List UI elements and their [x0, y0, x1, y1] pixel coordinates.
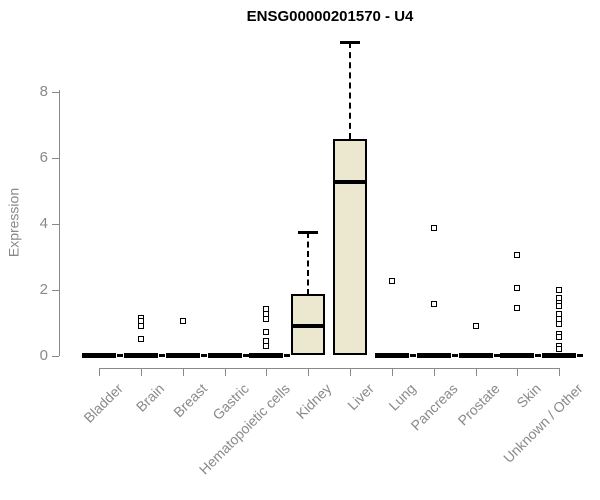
box-liver: [333, 139, 367, 355]
x-category-label: Bladder: [80, 380, 126, 426]
y-tick: [52, 158, 59, 159]
y-tick-label: 0: [39, 347, 48, 364]
collapsed-bar-tail-breast: [201, 354, 207, 357]
x-tick: [225, 368, 226, 376]
collapsed-bar-tail-lung: [410, 354, 416, 357]
collapsed-bar-tail-pancreas: [452, 354, 458, 357]
outlier-point: [431, 301, 437, 307]
collapsed-bar-tail-hematopoietic-cells: [284, 354, 290, 357]
x-tick: [266, 368, 267, 376]
collapsed-bar-lung: [375, 353, 409, 358]
x-category-label: Liver: [343, 380, 377, 414]
collapsed-bar-prostate: [459, 353, 493, 358]
collapsed-bar-tail-bladder: [117, 354, 123, 357]
x-category-label: Skin: [513, 380, 544, 411]
collapsed-bar-brain: [124, 353, 158, 358]
whisker-kidney: [307, 232, 309, 295]
outlier-point: [556, 287, 562, 293]
x-tick: [434, 368, 435, 376]
chart-title: ENSG00000201570 - U4: [246, 8, 414, 25]
outlier-point: [556, 346, 562, 352]
x-tick: [183, 368, 184, 376]
outlier-point: [138, 323, 144, 329]
collapsed-bar-skin: [500, 353, 534, 358]
median-line-liver: [333, 180, 367, 184]
collapsed-bar-bladder: [82, 353, 116, 358]
outlier-point: [514, 252, 520, 258]
y-tick: [52, 290, 59, 291]
outlier-point: [263, 329, 269, 335]
collapsed-bar-unknown-other: [542, 353, 576, 358]
x-tick: [99, 368, 100, 376]
outlier-point: [514, 305, 520, 311]
collapsed-bar-tail-brain: [159, 354, 165, 357]
whisker-liver: [349, 42, 351, 139]
y-tick: [52, 92, 59, 93]
collapsed-bar-tail-unknown-other: [577, 354, 583, 357]
y-tick-label: 2: [39, 281, 48, 298]
collapsed-bar-breast: [166, 353, 200, 358]
outlier-point: [138, 336, 144, 342]
outlier-point: [389, 278, 395, 284]
outlier-point: [473, 323, 479, 329]
x-category-label: Kidney: [293, 380, 335, 422]
x-tick: [517, 368, 518, 376]
outlier-point: [514, 285, 520, 291]
collapsed-bar-tail-skin: [535, 354, 541, 357]
outlier-point: [263, 316, 269, 322]
collapsed-bar-hematopoietic-cells: [249, 353, 283, 358]
x-category-label: Breast: [169, 380, 210, 421]
collapsed-bar-tail-gastric: [243, 354, 249, 357]
collapsed-bar-tail-prostate: [494, 354, 500, 357]
whisker-cap-kidney: [298, 231, 318, 234]
x-tick: [308, 368, 309, 376]
x-category-label: Lung: [385, 380, 419, 414]
y-axis-line: [59, 90, 60, 356]
y-tick: [52, 356, 59, 357]
x-tick: [350, 368, 351, 376]
outlier-point: [431, 225, 437, 231]
outlier-point: [556, 334, 562, 340]
x-axis-line: [99, 368, 560, 369]
y-tick-label: 4: [39, 215, 48, 232]
x-category-label: Brain: [133, 380, 168, 415]
x-category-label: Unknown / Other: [500, 380, 586, 466]
y-tick: [52, 224, 59, 225]
x-tick: [392, 368, 393, 376]
collapsed-bar-gastric: [208, 353, 242, 358]
y-tick-label: 8: [39, 83, 48, 100]
outlier-point: [263, 343, 269, 349]
x-tick: [559, 368, 560, 376]
whisker-cap-liver: [340, 41, 360, 44]
median-line-kidney: [291, 324, 325, 328]
outlier-point: [556, 303, 562, 309]
outlier-point: [556, 321, 562, 327]
outlier-point: [180, 318, 186, 324]
collapsed-bar-pancreas: [417, 353, 451, 358]
x-category-label: Prostate: [454, 380, 503, 429]
y-tick-label: 6: [39, 149, 48, 166]
x-tick: [476, 368, 477, 376]
x-tick: [141, 368, 142, 376]
